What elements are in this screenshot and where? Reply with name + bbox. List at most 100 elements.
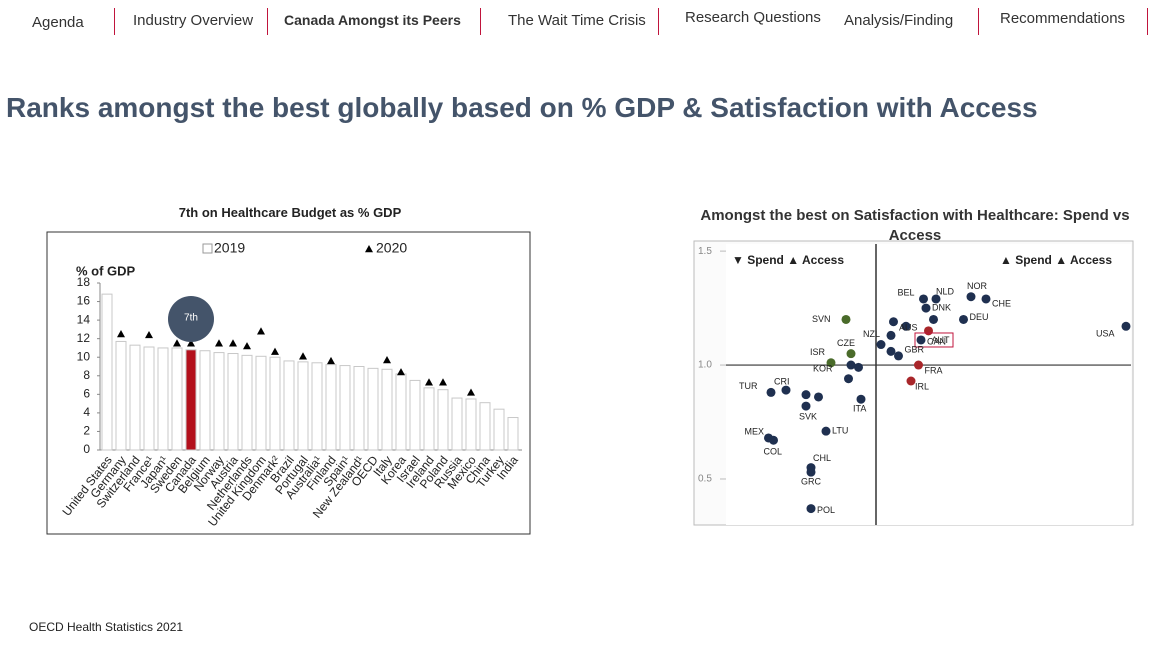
point (844, 374, 853, 384)
rank-badge (168, 296, 214, 342)
point-label: GRC (801, 477, 822, 487)
nav-item[interactable]: Research Questions (685, 9, 821, 26)
point (1121, 321, 1131, 331)
point (801, 390, 811, 400)
nav-separator (480, 8, 481, 35)
point-label: COL (764, 447, 783, 457)
point (876, 340, 886, 350)
legend-swatch (365, 245, 373, 253)
bar (311, 362, 323, 451)
bar (423, 387, 435, 451)
y-tick-label: 0 (83, 442, 90, 456)
point (769, 435, 778, 445)
bar (269, 356, 281, 451)
point (886, 330, 896, 340)
point-label: IRL (915, 381, 929, 391)
nav-item[interactable]: Analysis/Finding (844, 12, 954, 29)
bar (339, 365, 351, 451)
bar (101, 293, 113, 451)
bar (437, 389, 449, 451)
point (886, 346, 896, 356)
marker (271, 347, 279, 355)
point (806, 467, 816, 477)
point-label: KOR (813, 363, 833, 373)
point (846, 349, 856, 359)
marker (173, 339, 181, 347)
point-label: ISR (810, 347, 826, 357)
point (959, 314, 968, 324)
y-tick-label: 10 (77, 349, 91, 363)
point-label: ITA (853, 404, 866, 414)
point (894, 351, 903, 361)
bar (493, 408, 505, 451)
marker (299, 352, 307, 360)
legend-swatch (202, 243, 213, 254)
point-label: AUT (932, 335, 951, 345)
point (801, 401, 811, 411)
marker (117, 330, 125, 338)
y-tick-label: 18 (77, 275, 91, 289)
marker (229, 339, 237, 347)
nav-item[interactable]: Recommendations (1000, 10, 1126, 27)
bar (241, 354, 253, 451)
marker (215, 339, 223, 347)
highlight-box (914, 332, 954, 348)
nav-separator (658, 8, 659, 35)
nav-separator (267, 8, 268, 35)
point-label: AUS (899, 323, 918, 333)
bar (143, 346, 155, 451)
nav-separator (978, 8, 979, 35)
nav-separator (114, 8, 115, 35)
point (854, 362, 863, 372)
point-label: CZE (837, 338, 855, 348)
slide-title: Ranks amongst the best globally based on… (6, 92, 1038, 123)
nav-item[interactable]: Agenda (32, 14, 84, 31)
point-label: NLD (936, 286, 955, 296)
marker (439, 378, 447, 386)
rank-badge-label: 7th (184, 313, 198, 324)
point (846, 360, 856, 370)
point (856, 394, 866, 404)
y-axis-title: % of GDP (76, 263, 136, 278)
point-label: BEL (898, 287, 915, 297)
marker (257, 327, 265, 335)
bar (353, 366, 365, 451)
point (806, 504, 816, 514)
nav-item[interactable]: Canada Amongst its Peers (284, 12, 461, 28)
point-label: DNK (932, 302, 951, 312)
bar (129, 344, 141, 451)
bar (255, 355, 267, 451)
y-tick-label: 0.5 (698, 474, 712, 485)
point-label: GBR (905, 344, 925, 354)
point-label: NOR (967, 281, 988, 291)
point (914, 360, 923, 370)
bar (507, 417, 519, 451)
source-note: OECD Health Statistics 2021 (29, 620, 184, 634)
point-label: SVN (812, 314, 831, 324)
bar (367, 367, 379, 451)
bar (115, 340, 127, 451)
point (901, 321, 911, 331)
point (814, 392, 823, 402)
legend-label: 2019 (214, 240, 245, 256)
marker (145, 330, 153, 339)
point (766, 387, 776, 397)
bar (297, 361, 309, 451)
point-label: CRI (774, 376, 790, 386)
y-tick-label: 1.5 (698, 246, 712, 257)
point-label: POL (817, 505, 835, 515)
bar (465, 398, 477, 451)
point-label: NZL (863, 329, 880, 339)
chart-title: 7th on Healthcare Budget as % GDP (178, 205, 402, 220)
nav-item[interactable]: The Wait Time Crisis (508, 12, 646, 29)
point-label: USA (1096, 329, 1115, 339)
nav-item[interactable]: Industry Overview (133, 12, 254, 29)
marker (187, 339, 195, 347)
bar (381, 368, 393, 451)
bar (213, 352, 225, 451)
point (821, 426, 831, 436)
point-label: SVK (799, 411, 817, 421)
point-label: CHL (813, 453, 831, 463)
